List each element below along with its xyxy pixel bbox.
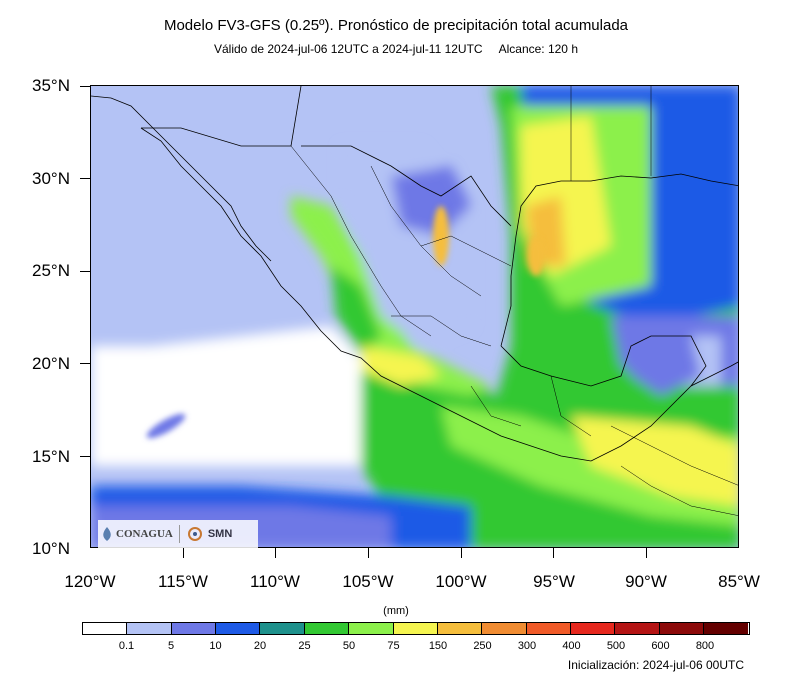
- lon-tick: [368, 548, 369, 558]
- colorbar-cell: [437, 623, 483, 634]
- colorbar-cell: [526, 623, 571, 634]
- lat-tick: [80, 456, 90, 457]
- conagua-logo-text: CONAGUA: [116, 528, 173, 540]
- map-title: Modelo FV3-GFS (0.25º). Pronóstico de pr…: [163, 17, 629, 34]
- colorbar-cell: [127, 623, 172, 634]
- colorbar-label: 0.1: [118, 640, 135, 652]
- colorbar-cell: [615, 623, 660, 634]
- colorbar-label: 800: [695, 640, 715, 652]
- colorbar-label: 20: [253, 640, 267, 652]
- colorbar-cell: [171, 623, 217, 634]
- map-subtitle: Válido de 2024-jul-06 12UTC a 2024-jul-1…: [214, 42, 578, 56]
- colorbar-cell: [83, 623, 128, 634]
- colorbar-label: 10: [209, 640, 222, 652]
- state-borders: [290, 86, 738, 516]
- colorbar-cell: [216, 623, 261, 634]
- lon-label-90w: 90°W: [625, 572, 667, 591]
- coastlines: [91, 86, 738, 462]
- lon-tick: [553, 548, 554, 558]
- lat-label-10n: 10°N: [32, 539, 70, 558]
- smn-logo-icon: [187, 527, 202, 541]
- colorbar-label: 75: [387, 640, 400, 652]
- lat-label-25n: 25°N: [32, 261, 70, 280]
- smn-logo-text: SMN: [207, 528, 233, 540]
- initialization-label: Inicialización: 2024-jul-06 00UTC: [567, 658, 744, 672]
- lon-tick: [183, 548, 184, 558]
- colorbar: [82, 622, 750, 635]
- lat-label-35n: 35°N: [32, 76, 70, 95]
- lat-tick: [80, 271, 90, 272]
- colorbar-label: 300: [517, 640, 537, 652]
- lon-label-100w: 100°W: [435, 572, 487, 591]
- lon-tick: [646, 548, 647, 558]
- colorbar-label: 25: [298, 640, 311, 652]
- conagua-logo-icon: [103, 527, 111, 541]
- colorbar-label: 150: [428, 640, 448, 652]
- lon-label-105w: 105°W: [342, 572, 394, 591]
- lon-label-115w: 115°W: [158, 572, 208, 591]
- lat-tick: [80, 363, 90, 364]
- colorbar-label: 600: [651, 640, 670, 652]
- colorbar-units: (mm): [383, 605, 409, 617]
- logo-banner: CONAGUA SMN: [98, 520, 258, 548]
- colorbar-cell: [704, 623, 749, 634]
- colorbar-label: 400: [562, 640, 581, 652]
- colorbar-cell: [659, 623, 705, 634]
- colorbar-cell: [482, 623, 527, 634]
- colorbar-label: 250: [473, 640, 492, 652]
- lat-tick: [80, 86, 90, 87]
- colorbar-cell: [304, 623, 350, 634]
- colorbar-label: 5: [167, 640, 175, 652]
- lon-label-110w: 110°W: [250, 572, 300, 591]
- colorbar-label: 500: [606, 640, 626, 652]
- lon-label-120w: 120°W: [64, 572, 116, 591]
- lon-tick: [461, 548, 462, 558]
- colorbar-cell: [349, 623, 394, 634]
- lon-label-95w: 95°W: [533, 572, 575, 591]
- lat-label-15n: 15°N: [32, 447, 70, 466]
- lon-label-85w: 85°W: [718, 572, 760, 591]
- precip-field: [91, 86, 738, 547]
- lon-tick: [275, 548, 276, 558]
- precipitation-map: [90, 85, 739, 548]
- colorbar-cell: [393, 623, 438, 634]
- lat-tick: [80, 178, 90, 179]
- lat-label-30n: 30°N: [32, 169, 70, 188]
- lat-label-20n: 20°N: [32, 354, 70, 373]
- colorbar-cell: [260, 623, 305, 634]
- colorbar-label: 50: [342, 640, 356, 652]
- colorbar-cell: [570, 623, 616, 634]
